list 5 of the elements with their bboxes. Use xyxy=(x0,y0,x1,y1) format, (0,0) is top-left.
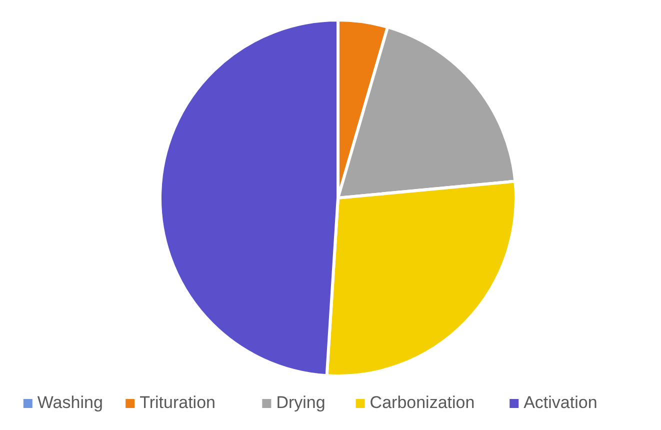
legend-label: Activation xyxy=(524,393,598,412)
legend-label: Drying xyxy=(276,393,326,412)
legend-label: Trituration xyxy=(140,393,216,412)
legend-label: Washing xyxy=(37,393,103,412)
legend-label: Carbonization xyxy=(370,393,475,412)
